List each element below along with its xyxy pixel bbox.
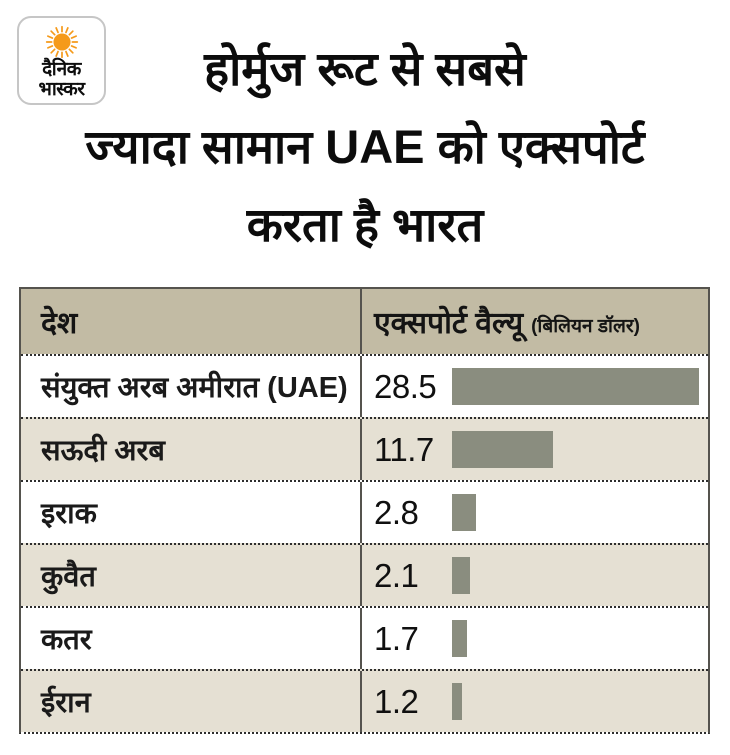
logo-text-line1: दैनिक xyxy=(42,59,81,80)
value-bar xyxy=(452,494,476,531)
table-row: ईरान 1.2 xyxy=(21,669,708,732)
page-title-line2: ज्यादा सामान UAE को एक्सपोर्ट xyxy=(85,120,645,173)
country-cell: कतर xyxy=(21,608,362,669)
page-title-line1: होर्मुज रूट से सबसे xyxy=(204,42,526,95)
export-value: 1.7 xyxy=(374,619,419,657)
country-cell: इराक xyxy=(21,482,362,543)
value-cell: 1.7 xyxy=(362,608,708,669)
table-row: कुवैत 2.1 xyxy=(21,543,708,606)
value-cell: 2.8 xyxy=(362,482,708,543)
page-title: होर्मुज रूट से सबसे ज्यादा सामान UAE को … xyxy=(0,30,730,264)
value-bar xyxy=(452,431,553,468)
export-value: 2.1 xyxy=(374,556,419,594)
table-row: कतर 1.7 xyxy=(21,606,708,669)
export-value: 2.8 xyxy=(374,493,419,531)
value-bar xyxy=(452,368,699,405)
header-country-cell: देश xyxy=(21,289,362,354)
value-cell: 11.7 xyxy=(362,419,708,480)
table-row: संयुक्त अरब अमीरात (UAE) 28.5 xyxy=(21,354,708,417)
export-table: देश एक्सपोर्ट वैल्यू (बिलियन डॉलर) संयुक… xyxy=(19,287,710,734)
export-value: 1.2 xyxy=(374,682,419,720)
header-value-unit: (बिलियन डॉलर) xyxy=(531,315,640,337)
logo-text-line2: भास्कर xyxy=(38,78,85,100)
value-bar xyxy=(452,557,470,594)
country-name: कतर xyxy=(41,624,92,656)
value-cell: 28.5 xyxy=(362,356,708,417)
country-cell: कुवैत xyxy=(21,545,362,606)
country-name: संयुक्त अरब अमीरात (UAE) xyxy=(41,372,348,404)
value-cell: 1.2 xyxy=(362,671,708,732)
sun-icon xyxy=(45,25,78,59)
header-country-label: देश xyxy=(41,307,78,340)
table-row: सऊदी अरब 11.7 xyxy=(21,417,708,480)
value-bar xyxy=(452,620,467,657)
export-value: 28.5 xyxy=(374,367,437,405)
country-name: ईरान xyxy=(41,687,91,719)
dainik-bhaskar-logo: दैनिक भास्कर xyxy=(17,16,106,105)
value-bar xyxy=(452,683,462,720)
country-cell: सऊदी अरब xyxy=(21,419,362,480)
country-name: सऊदी अरब xyxy=(41,435,165,467)
country-name: कुवैत xyxy=(41,561,96,593)
header-value-label: एक्सपोर्ट वैल्यू xyxy=(374,307,524,340)
value-cell: 2.1 xyxy=(362,545,708,606)
table-header-row: देश एक्सपोर्ट वैल्यू (बिलियन डॉलर) xyxy=(21,289,708,354)
page-title-line3: करता है भारत xyxy=(246,198,484,251)
header-value-cell: एक्सपोर्ट वैल्यू (बिलियन डॉलर) xyxy=(362,289,708,354)
table-row: इराक 2.8 xyxy=(21,480,708,543)
country-cell: संयुक्त अरब अमीरात (UAE) xyxy=(21,356,362,417)
export-value: 11.7 xyxy=(374,430,434,468)
country-name: इराक xyxy=(41,498,97,530)
country-cell: ईरान xyxy=(21,671,362,732)
